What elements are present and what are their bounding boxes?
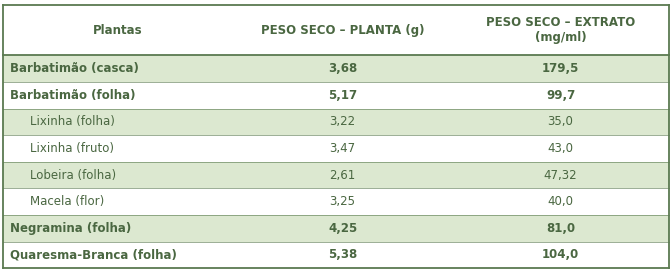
- Bar: [3, 135, 233, 162]
- Text: 47,32: 47,32: [544, 169, 577, 182]
- Bar: [452, 188, 669, 215]
- Text: Quaresma-Branca (folha): Quaresma-Branca (folha): [10, 249, 177, 262]
- Bar: [452, 109, 669, 135]
- Text: 99,7: 99,7: [546, 89, 575, 102]
- Bar: [3, 82, 233, 109]
- Text: 43,0: 43,0: [548, 142, 573, 155]
- Bar: [233, 242, 452, 268]
- Bar: [233, 135, 452, 162]
- Text: Macela (flor): Macela (flor): [30, 195, 104, 208]
- Bar: [452, 5, 669, 55]
- Bar: [452, 55, 669, 82]
- Bar: [3, 109, 233, 135]
- Bar: [3, 215, 233, 242]
- Text: 104,0: 104,0: [542, 249, 579, 262]
- Text: PESO SECO – PLANTA (g): PESO SECO – PLANTA (g): [261, 24, 425, 37]
- Text: Plantas: Plantas: [93, 24, 143, 37]
- Bar: [452, 162, 669, 188]
- Bar: [452, 242, 669, 268]
- Bar: [233, 109, 452, 135]
- Text: Lixinha (fruto): Lixinha (fruto): [30, 142, 114, 155]
- Bar: [452, 135, 669, 162]
- Bar: [233, 82, 452, 109]
- Bar: [3, 162, 233, 188]
- Text: Negramina (folha): Negramina (folha): [10, 222, 131, 235]
- Bar: [3, 55, 233, 82]
- Text: 81,0: 81,0: [546, 222, 575, 235]
- Text: Barbatimão (folha): Barbatimão (folha): [10, 89, 136, 102]
- Text: 4,25: 4,25: [328, 222, 358, 235]
- Text: 3,25: 3,25: [330, 195, 355, 208]
- Text: 3,22: 3,22: [329, 115, 355, 128]
- Text: Barbatimão (casca): Barbatimão (casca): [10, 62, 139, 75]
- Text: 179,5: 179,5: [542, 62, 579, 75]
- Text: 40,0: 40,0: [548, 195, 573, 208]
- Bar: [3, 242, 233, 268]
- Text: 3,68: 3,68: [328, 62, 358, 75]
- Text: Lobeira (folha): Lobeira (folha): [30, 169, 116, 182]
- Bar: [452, 215, 669, 242]
- Bar: [233, 162, 452, 188]
- Text: 2,61: 2,61: [329, 169, 355, 182]
- Text: 5,17: 5,17: [328, 89, 358, 102]
- Text: 35,0: 35,0: [548, 115, 573, 128]
- Bar: [452, 82, 669, 109]
- Text: 5,38: 5,38: [328, 249, 358, 262]
- Text: 3,47: 3,47: [329, 142, 355, 155]
- Bar: [3, 5, 233, 55]
- Bar: [233, 188, 452, 215]
- Text: PESO SECO – EXTRATO
(mg/ml): PESO SECO – EXTRATO (mg/ml): [486, 16, 635, 44]
- Bar: [233, 215, 452, 242]
- Text: Lixinha (folha): Lixinha (folha): [30, 115, 115, 128]
- Bar: [233, 55, 452, 82]
- Bar: [3, 188, 233, 215]
- Bar: [233, 5, 452, 55]
